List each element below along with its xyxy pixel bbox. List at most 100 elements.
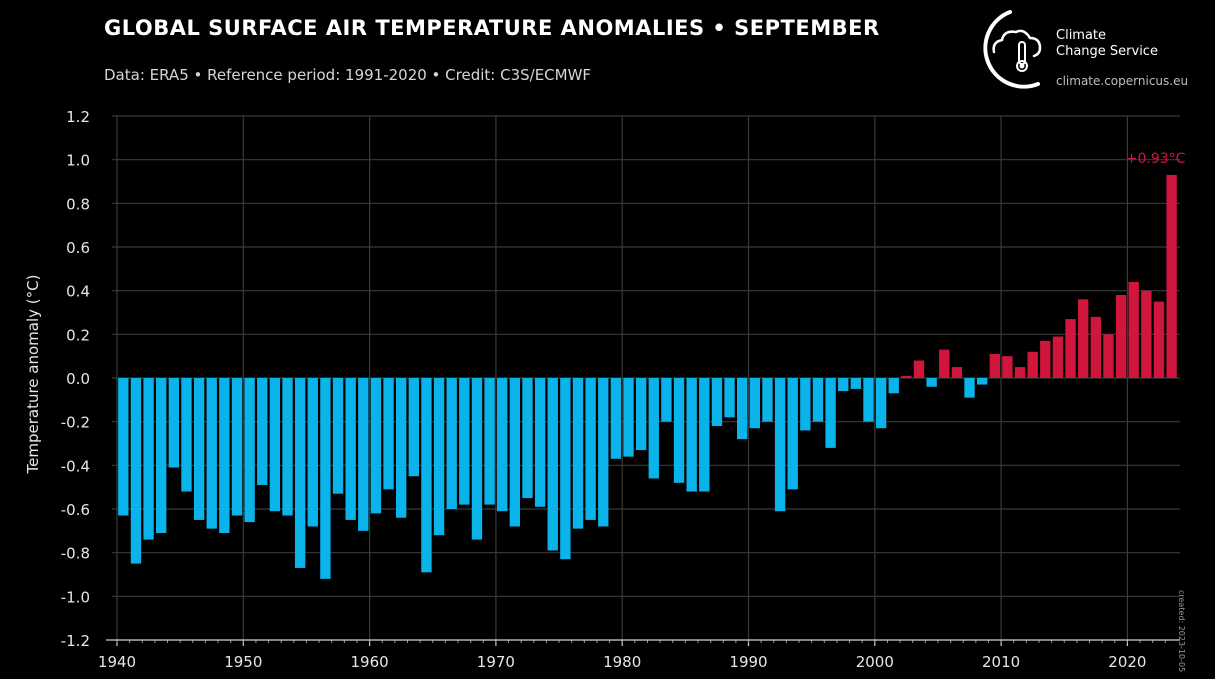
bar-1944 — [168, 378, 180, 468]
bar-1945 — [181, 378, 192, 492]
bar-1957 — [332, 378, 344, 494]
bar-2013 — [1040, 340, 1051, 378]
bar-2011 — [1014, 367, 1026, 378]
bar-1982 — [648, 378, 659, 479]
bar-1965 — [433, 378, 445, 536]
x-tick-label: 1940 — [98, 653, 136, 671]
bar-1964 — [421, 378, 432, 573]
bars — [118, 174, 1177, 579]
x-tick-label: 2020 — [1108, 653, 1146, 671]
bar-1963 — [408, 378, 419, 477]
bar-1993 — [787, 378, 798, 490]
logo-url: climate.copernicus.eu — [1056, 74, 1189, 88]
x-tick-label: 1970 — [477, 653, 515, 671]
bar-1984 — [673, 378, 685, 483]
chart-labels: 1.2 1.0 0.8 0.6 0.4 0.2 0.0 -0.2 -0.4 -0.6 -0.8 -1.… — [24, 108, 1186, 671]
y-tick-label: 0.4 — [66, 283, 90, 301]
bar-1967 — [459, 378, 470, 505]
y-tick-label: -0.2 — [61, 414, 90, 432]
bar-1956 — [320, 378, 331, 579]
bar-1960 — [370, 378, 382, 514]
bar-1940 — [118, 378, 129, 516]
bar-1988 — [724, 378, 735, 418]
bar-2022 — [1153, 301, 1165, 378]
bar-1942 — [143, 378, 154, 540]
bar-1969 — [484, 378, 495, 505]
bar-1943 — [156, 378, 167, 534]
bar-1949 — [231, 378, 243, 516]
bar-1987 — [711, 378, 723, 427]
bar-2008 — [976, 378, 988, 385]
bar-2007 — [964, 378, 975, 398]
bar-1980 — [623, 378, 634, 457]
bar-1994 — [800, 378, 811, 431]
climate-service-logo-icon — [983, 10, 1042, 89]
logo-text-line2: Change Service — [1056, 44, 1158, 59]
y-tick-label: -0.6 — [61, 501, 90, 519]
bar-1953 — [282, 378, 293, 516]
bar-2020 — [1128, 281, 1139, 378]
y-tick-label: -0.4 — [61, 457, 90, 475]
x-tick-label: 1990 — [729, 653, 767, 671]
bar-1992 — [774, 378, 786, 512]
bar-1995 — [812, 378, 824, 422]
bar-1990 — [749, 378, 760, 429]
bar-2000 — [875, 378, 887, 429]
x-tick-label: 2000 — [856, 653, 894, 671]
bar-2006 — [951, 367, 963, 378]
bar-1975 — [560, 378, 571, 560]
bar-1962 — [395, 378, 407, 518]
bar-1991 — [762, 378, 773, 422]
axes — [106, 639, 1180, 646]
bar-2004 — [926, 378, 937, 387]
bar-1997 — [838, 378, 849, 392]
bar-2005 — [939, 349, 950, 378]
created-stamp: created: 2023-10-05 — [1177, 590, 1186, 673]
y-tick-label: 1.2 — [66, 108, 90, 126]
y-tick-label: -1.0 — [61, 588, 90, 606]
y-axis-label: Temperature anomaly (°C) — [24, 275, 42, 475]
x-tick-label: 1950 — [224, 653, 262, 671]
bar-1974 — [547, 378, 558, 551]
bar-1989 — [737, 378, 748, 440]
bar-1955 — [307, 378, 318, 527]
bar-1968 — [471, 378, 483, 540]
y-tick-label: -0.8 — [61, 545, 90, 563]
annotation-label: +0.93°C — [1126, 151, 1186, 167]
bar-2003 — [913, 360, 925, 378]
bar-2019 — [1115, 295, 1127, 378]
bar-1999 — [863, 378, 874, 422]
bar-2021 — [1141, 290, 1152, 378]
bar-1958 — [345, 378, 356, 520]
y-tick-label: -1.2 — [61, 632, 90, 650]
bar-2016 — [1078, 299, 1089, 378]
y-tick-label: 0.2 — [66, 326, 90, 344]
x-tick-label: 1980 — [603, 653, 641, 671]
bar-1976 — [572, 378, 584, 529]
bar-1959 — [358, 378, 369, 531]
bar-1996 — [825, 378, 836, 448]
chart-title: GLOBAL SURFACE AIR TEMPERATURE ANOMALIES… — [104, 16, 880, 40]
y-tick-label: 0.0 — [66, 370, 90, 388]
bar-1979 — [610, 378, 622, 459]
y-tick-label: 0.6 — [66, 239, 90, 257]
bar-1948 — [219, 378, 230, 534]
bar-1961 — [383, 378, 394, 490]
bar-2015 — [1065, 319, 1076, 378]
bar-1972 — [522, 378, 533, 499]
bar-1946 — [193, 378, 205, 520]
x-tick-label: 1960 — [351, 653, 389, 671]
bar-1966 — [446, 378, 457, 509]
bar-1951 — [257, 378, 268, 485]
x-tick-label: 2010 — [982, 653, 1020, 671]
bar-1983 — [661, 378, 672, 422]
logo-text-line1: Climate — [1056, 28, 1107, 43]
bar-1977 — [585, 378, 596, 520]
bar-2002 — [901, 375, 912, 378]
bar-1973 — [534, 378, 546, 507]
bar-2009 — [989, 353, 1000, 378]
bar-2012 — [1027, 351, 1038, 378]
bar-1970 — [497, 378, 508, 512]
bar-2023 — [1166, 174, 1177, 378]
